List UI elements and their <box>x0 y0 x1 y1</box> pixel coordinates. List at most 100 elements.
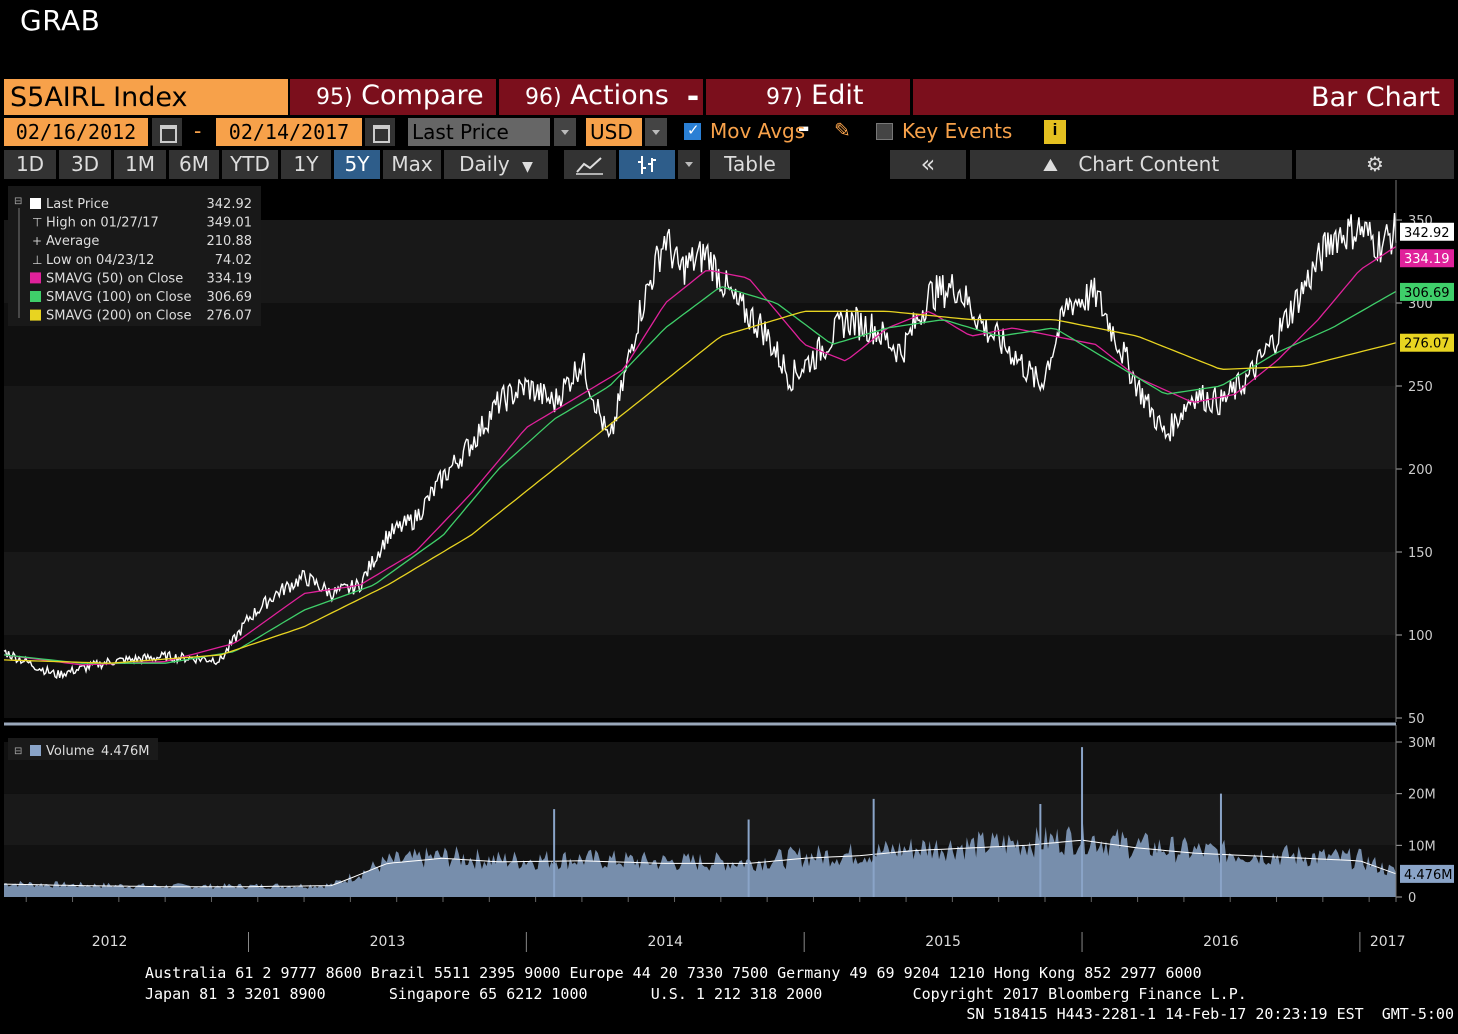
sma200-tag: 276.07 <box>1404 337 1450 352</box>
footer-line-3: SN 518415 H443-2281-1 14-Feb-17 20:23:19… <box>966 1005 1454 1023</box>
calendar-icon[interactable] <box>152 118 182 146</box>
legend-label: SMAVG (50) on Close <box>46 271 183 286</box>
y-tick-label: 100 <box>1408 629 1433 644</box>
chevron-down-icon[interactable] <box>554 118 576 146</box>
range-max-button[interactable]: Max <box>383 150 441 179</box>
sma-line-3 <box>3 310 1397 664</box>
sma100-tag: 306.69 <box>1404 286 1450 301</box>
range-5y-button[interactable]: 5Y <box>334 150 380 179</box>
legend-marker: ⊤ <box>32 216 42 230</box>
x-tick-label: 2017 <box>1370 934 1406 950</box>
date-separator: - <box>194 118 202 143</box>
pencil-icon[interactable]: ✎ <box>834 120 851 142</box>
chevron-down-icon: ▬ <box>687 89 699 104</box>
volume-tick-label: 0 <box>1408 891 1416 906</box>
actions-number: 96) <box>525 85 562 110</box>
sma200-tag-bg <box>1400 333 1454 352</box>
chart-content-label: Chart Content <box>1078 152 1220 176</box>
range-ytd-button[interactable]: YTD <box>222 150 278 179</box>
volume-average-line <box>3 839 1397 888</box>
key-events-checkbox[interactable] <box>876 123 893 140</box>
legend: Last Price 342.92 ⊤ High on 01/27/17 349.01 +… <box>8 186 261 326</box>
chevron-down-icon[interactable] <box>645 118 667 146</box>
sma50-tag: 334.19 <box>1404 252 1450 267</box>
volume-band <box>4 793 1396 846</box>
last-price-tag: 342.92 <box>1404 226 1450 241</box>
price-series <box>3 212 1397 680</box>
mov-avgs-label: Mov Avgs <box>710 119 806 143</box>
start-date-input[interactable]: 02/16/2012 <box>4 118 148 146</box>
range-row: 1D 3D 1M 6M YTD 1Y 5Y Max Daily ▼ Table … <box>4 150 1454 180</box>
footer-line-1: Australia 61 2 9777 8600 Brazil 5511 239… <box>145 964 1202 982</box>
table-button[interactable]: Table <box>710 150 790 179</box>
range-1m-button[interactable]: 1M <box>114 150 166 179</box>
chart-type-label: Bar Chart <box>1311 82 1440 113</box>
volume-area <box>3 747 1397 897</box>
period-select[interactable]: Daily ▼ <box>444 150 548 179</box>
legend-label: SMAVG (100) on Close <box>46 290 191 305</box>
actions-label: Actions <box>570 80 669 111</box>
ticker-field[interactable]: S5AIRL Index <box>4 79 288 115</box>
price-band <box>4 469 1396 552</box>
compare-label: Compare <box>361 80 484 111</box>
y-tick-label: 150 <box>1408 546 1433 561</box>
edit-button[interactable]: 97) Edit ▬ <box>706 79 910 135</box>
x-tick-label: 2012 <box>92 934 128 950</box>
x-axis: 2012 2013 2014 2015 2016 2017 <box>92 932 1406 952</box>
volume-tick-label: 20M <box>1408 788 1436 803</box>
end-date-input[interactable]: 02/14/2017 <box>216 118 362 146</box>
bar-chart-icon[interactable] <box>619 150 675 179</box>
footer-line-2: Japan 81 3 3201 8900 Singapore 65 6212 1… <box>145 985 1247 1003</box>
sma-line-2 <box>3 286 1397 664</box>
gear-icon[interactable]: ⚙ <box>1296 150 1454 179</box>
sma50-tag-bg <box>1400 249 1454 268</box>
volume-legend-value: 4.476M <box>101 744 149 759</box>
collapse-button[interactable]: « <box>890 150 966 179</box>
chart-type-banner: Bar Chart <box>913 79 1454 115</box>
info-icon[interactable]: i <box>1044 120 1066 144</box>
price-band <box>4 552 1396 635</box>
legend-toggle-icon: ⊟ <box>14 196 22 207</box>
range-6m-button[interactable]: 6M <box>169 150 219 179</box>
y-tick-label: 250 <box>1408 380 1433 395</box>
x-tick-label: 2016 <box>1203 934 1239 950</box>
price-field-select[interactable]: Last Price <box>408 118 550 146</box>
chart-content-button[interactable]: ⛰ Chart Content <box>970 150 1292 179</box>
volume-tick-label: 10M <box>1408 839 1436 854</box>
sma-swatch <box>30 291 41 302</box>
volume-legend: ⊟ Volume 4.476M <box>8 738 158 760</box>
legend-toggle-icon[interactable]: ⊟ <box>14 746 22 757</box>
currency-select[interactable]: USD <box>586 118 642 146</box>
line-chart-icon[interactable] <box>564 150 616 179</box>
legend-label: Low on 04/23/12 <box>46 253 154 268</box>
price-band <box>4 386 1396 469</box>
legend-marker: + <box>32 234 42 248</box>
legend-label: Average <box>46 234 99 249</box>
legend-marker: ⊥ <box>32 253 42 267</box>
range-1y-button[interactable]: 1Y <box>281 150 331 179</box>
actions-button[interactable]: 96) Actions ▬ <box>499 79 703 115</box>
chevron-down-icon[interactable] <box>678 150 700 179</box>
edit-number: 97) <box>766 85 803 110</box>
volume-tag-bg <box>1400 864 1454 883</box>
x-tick-label: 2015 <box>925 934 961 950</box>
y-tick-label: 50 <box>1408 712 1425 727</box>
range-1d-button[interactable]: 1D <box>4 150 56 179</box>
mov-avgs-checkbox[interactable] <box>684 121 701 140</box>
volume-fill <box>4 820 1396 897</box>
x-tick-label: 2014 <box>647 934 683 950</box>
sma100-tag-bg <box>1400 282 1454 301</box>
legend-value: 74.02 <box>215 253 252 268</box>
date-row: 02/16/2012 - 02/14/2017 Last Price USD M… <box>4 118 1454 146</box>
compare-button[interactable]: 95) Compare <box>290 79 496 115</box>
y-tick-label: 200 <box>1408 463 1433 478</box>
key-events-label: Key Events <box>902 119 1013 143</box>
compare-number: 95) <box>316 85 353 110</box>
chevron-down-icon: ▬ <box>798 120 810 135</box>
legend-value: 210.88 <box>207 234 253 249</box>
calendar-icon[interactable] <box>365 118 395 146</box>
legend-label: SMAVG (200) on Close <box>46 309 191 324</box>
legend-value: 276.07 <box>207 309 253 324</box>
range-3d-button[interactable]: 3D <box>59 150 111 179</box>
